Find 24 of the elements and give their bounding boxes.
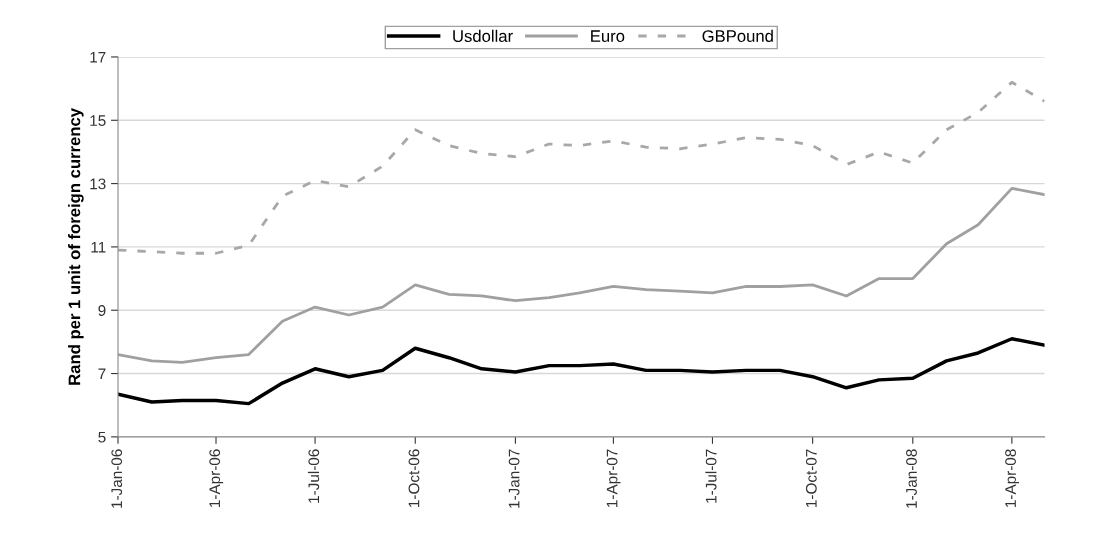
y-axis-title: Rand per 1 unit of foreign currency — [68, 108, 84, 385]
x-tick-label: 1-Apr-07 — [606, 449, 621, 507]
y-tick-label: 7 — [98, 368, 106, 380]
y-tick-label: 15 — [90, 115, 106, 126]
x-tick-label: 1-Apr-08 — [1005, 449, 1019, 507]
y-tick-label: 17 — [90, 51, 106, 63]
legend-label: GBPound — [702, 29, 773, 42]
x-tick-label: 1-Jan-06 — [111, 449, 123, 508]
x-tick-label: 1-Jan-08 — [906, 449, 917, 508]
line-series — [118, 80, 1045, 255]
x-tick-label: 1-Jul-06 — [307, 449, 320, 503]
line-series — [118, 336, 1045, 406]
y-tick-label: 13 — [90, 178, 106, 190]
x-tick-label: 1-Apr-06 — [209, 449, 224, 507]
legend-label: Usdollar — [453, 29, 513, 42]
y-tick-label: 5 — [98, 431, 106, 443]
y-tick-label: 9 — [98, 305, 106, 316]
line-series — [118, 186, 1045, 364]
x-tick-label: 1-Jul-07 — [705, 449, 717, 503]
legend-label: Euro — [591, 30, 625, 42]
x-tick-label: 1-Oct-06 — [408, 449, 420, 507]
y-tick-label: 11 — [91, 241, 106, 253]
x-tick-label: 1-Oct-07 — [805, 449, 817, 507]
x-tick-label: 1-Jan-07 — [508, 449, 520, 508]
